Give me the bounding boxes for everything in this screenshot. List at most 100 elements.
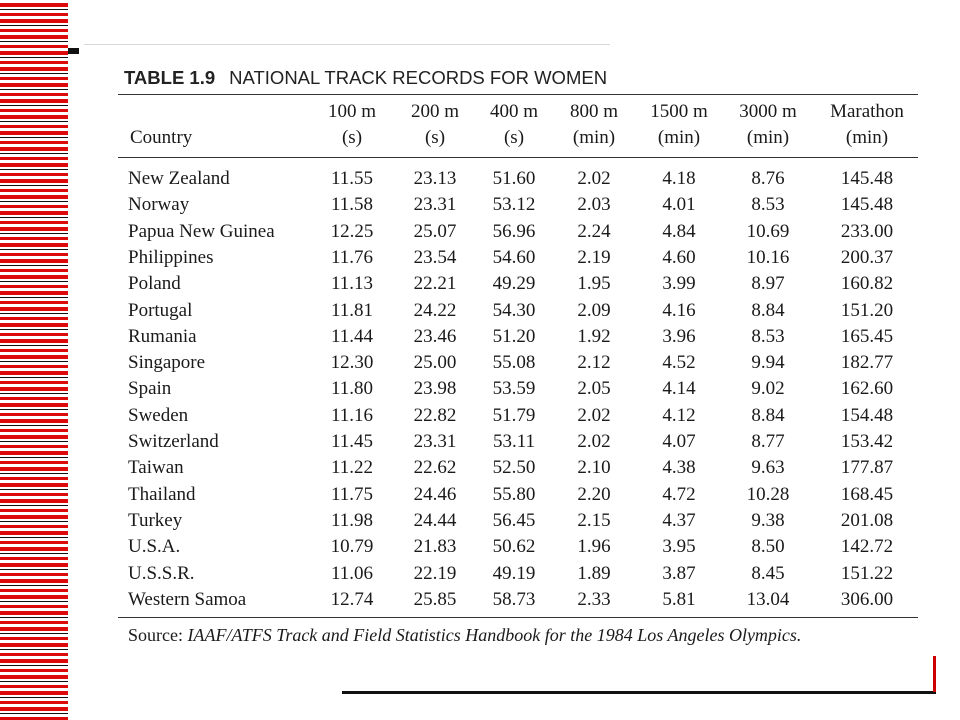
- record-cell: 2.24: [577, 220, 611, 242]
- source-label: Source:: [128, 625, 183, 645]
- record-cell: 50.62: [492, 536, 536, 558]
- column-header: 400 m (s): [469, 99, 559, 151]
- record-cell: 54.30: [492, 299, 536, 321]
- record-cell: 25.07: [413, 220, 457, 242]
- table-document: TABLE 1.9 NATIONAL TRACK RECORDS FOR WOME…: [118, 62, 918, 650]
- country-cell: Western Samoa: [128, 588, 247, 610]
- record-cell: 11.55: [330, 168, 374, 189]
- record-cell: 3.96: [662, 325, 696, 347]
- record-cell: 4.12: [662, 404, 696, 426]
- record-cell: 9.63: [751, 457, 785, 479]
- record-cell: 11.98: [330, 509, 374, 531]
- table-row: U.S.S.R. 11.06 22.19 49.19 1.89 3.87 8.45 151.2…: [118, 561, 918, 587]
- record-cell: 24.46: [413, 483, 457, 505]
- record-cell: 4.01: [662, 194, 696, 216]
- column-header-unit: (min): [746, 127, 790, 148]
- table-row: Sweden 11.16 22.82 51.79 2.02 4.12 8.84 154.48: [118, 403, 918, 429]
- country-cell: Philippines: [128, 246, 214, 268]
- column-header-unit: (min): [845, 127, 889, 148]
- record-cell: 22.21: [413, 273, 457, 295]
- column-header-unit: (s): [503, 127, 525, 148]
- column-header: 1500 m (min): [634, 99, 724, 151]
- record-cell: 3.99: [662, 273, 696, 295]
- record-cell: 56.96: [492, 220, 536, 242]
- country-cell: U.S.S.R.: [128, 562, 195, 584]
- record-cell: 8.45: [751, 562, 785, 584]
- record-cell: 22.82: [413, 404, 457, 426]
- record-cell: 55.80: [492, 483, 536, 505]
- record-cell: 165.45: [840, 325, 894, 347]
- record-cell: 4.38: [662, 457, 696, 479]
- record-cell: 233.00: [840, 220, 894, 242]
- record-cell: 11.44: [330, 325, 374, 347]
- record-cell: 55.08: [492, 352, 536, 374]
- header-rule: [118, 157, 918, 158]
- record-cell: 8.84: [751, 404, 785, 426]
- column-header-line1: 100 m: [327, 101, 377, 122]
- record-cell: 154.48: [840, 404, 894, 426]
- record-cell: 10.69: [746, 220, 790, 242]
- record-cell: 4.37: [662, 509, 696, 531]
- column-header-line1: 1500 m: [650, 101, 708, 122]
- country-cell: Singapore: [128, 352, 206, 374]
- record-cell: 11.06: [330, 562, 374, 584]
- record-cell: 8.50: [751, 536, 785, 558]
- record-cell: 8.53: [751, 194, 785, 216]
- top-rule: [118, 94, 918, 95]
- column-header-unit: (s): [424, 127, 446, 148]
- record-cell: 22.62: [413, 457, 457, 479]
- country-cell: Norway: [128, 194, 190, 216]
- country-cell: Switzerland: [128, 431, 219, 452]
- record-cell: 4.14: [662, 378, 696, 400]
- record-cell: 2.12: [577, 352, 611, 374]
- record-cell: 2.33: [577, 588, 611, 610]
- table-row: Spain 11.80 23.98 53.59 2.05 4.14 9.02 162.60: [118, 376, 918, 402]
- record-cell: 23.54: [413, 246, 457, 268]
- record-cell: 56.45: [492, 509, 536, 531]
- record-cell: 2.02: [577, 168, 611, 189]
- record-cell: 4.07: [662, 431, 696, 452]
- table-row: Philippines 11.76 23.54 54.60 2.19 4.60 10.16 2…: [118, 245, 918, 271]
- country-cell: Poland: [128, 273, 181, 295]
- record-cell: 11.76: [330, 246, 374, 268]
- record-cell: 54.60: [492, 246, 536, 268]
- country-cell: U.S.A.: [128, 536, 181, 558]
- record-cell: 306.00: [840, 588, 894, 610]
- record-cell: 4.18: [662, 168, 696, 189]
- record-cell: 21.83: [413, 536, 457, 558]
- record-cell: 151.20: [840, 299, 894, 321]
- country-cell: Sweden: [128, 404, 189, 426]
- record-cell: 11.13: [330, 273, 374, 295]
- table-title-text: NATIONAL TRACK RECORDS FOR WOMEN: [229, 67, 608, 88]
- record-cell: 9.38: [751, 509, 785, 531]
- record-cell: 177.87: [840, 457, 894, 479]
- record-cell: 10.79: [330, 536, 374, 558]
- column-header: 100 m (s): [307, 99, 397, 151]
- record-cell: 10.16: [746, 246, 790, 268]
- record-cell: 145.48: [840, 194, 894, 216]
- record-cell: 11.80: [330, 378, 374, 400]
- record-cell: 162.60: [840, 378, 894, 400]
- record-cell: 182.77: [840, 352, 894, 374]
- record-cell: 23.31: [413, 194, 457, 216]
- record-cell: 11.81: [330, 299, 374, 321]
- record-cell: 5.81: [662, 588, 696, 610]
- table-row: Taiwan 11.22 22.62 52.50 2.10 4.38 9.63 177.87: [118, 455, 918, 481]
- record-cell: 23.98: [413, 378, 457, 400]
- column-header-line1: Marathon: [830, 101, 904, 122]
- record-cell: 58.73: [492, 588, 536, 610]
- record-cell: 2.20: [577, 483, 611, 505]
- bracket-vertical: [933, 656, 936, 692]
- stripe-marker: [68, 48, 79, 54]
- record-cell: 51.60: [492, 168, 536, 189]
- record-cell: 168.45: [840, 483, 894, 505]
- record-cell: 53.11: [492, 431, 536, 452]
- record-cell: 2.15: [577, 509, 611, 531]
- record-cell: 4.84: [662, 220, 696, 242]
- record-cell: 8.53: [751, 325, 785, 347]
- country-cell: Spain: [128, 378, 172, 400]
- record-cell: 10.28: [746, 483, 790, 505]
- record-cell: 145.48: [840, 168, 894, 189]
- table-row: Switzerland 11.45 23.31 53.11 2.02 4.07 8.77 15…: [118, 429, 918, 455]
- record-cell: 11.16: [330, 404, 374, 426]
